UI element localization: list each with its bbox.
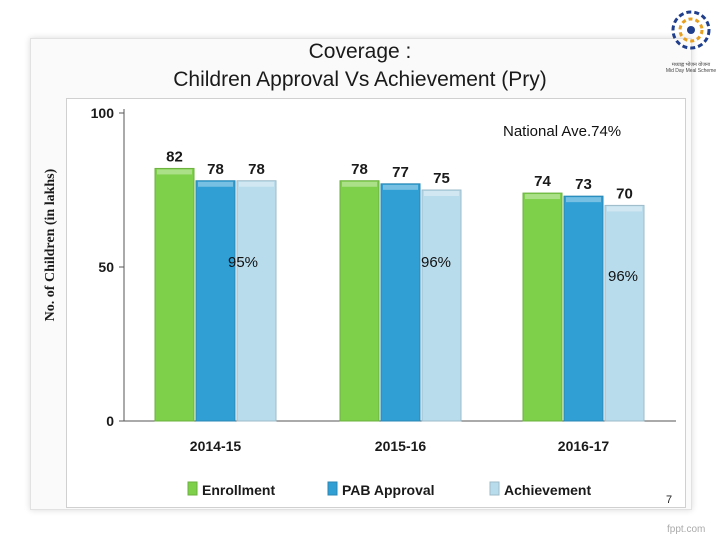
percent-label-2016-17: 96% [608, 268, 639, 285]
bar-highlight [525, 194, 560, 200]
legend-label: PAB Approval [342, 482, 435, 498]
logo-caption-english: Mid Day Meal Scheme [665, 68, 717, 74]
bar [195, 180, 236, 422]
bar-highlight [342, 181, 377, 187]
logo-caption-hindi: मध्याह्न भोजन योजना [671, 62, 711, 68]
legend-swatch [489, 481, 500, 496]
chart-title-line1: Coverage : [308, 40, 412, 63]
bar-highlight [566, 197, 601, 203]
y-tick-label: 100 [91, 105, 115, 121]
data-label: 73 [575, 176, 592, 193]
bar-highlight [424, 191, 459, 196]
data-label: 75 [433, 170, 450, 187]
bar [421, 189, 462, 422]
chart-title-line2: Children Approval Vs Achievement (Pry) [173, 68, 547, 91]
x-tick-label: 2014-15 [190, 438, 242, 454]
page-number: 7 [666, 494, 673, 506]
legend-swatch [327, 481, 338, 496]
percent-label-2015-16: 96% [421, 254, 452, 271]
data-label: 78 [207, 161, 224, 178]
data-label: 82 [166, 148, 183, 165]
bar [339, 180, 380, 422]
mid-day-meal-logo [671, 10, 711, 50]
bar [154, 167, 195, 422]
bar [604, 204, 645, 422]
bar-highlight [607, 206, 642, 212]
logo-caption: मध्याह्न भोजन योजना Mid Day Meal Scheme [664, 62, 718, 74]
bar [236, 180, 277, 422]
bar-highlight [198, 181, 233, 187]
legend-swatch [187, 481, 198, 496]
data-label: 78 [248, 161, 265, 178]
legend-label: Enrollment [202, 482, 275, 498]
bar [563, 195, 604, 422]
y-tick-label: 50 [98, 259, 114, 275]
bar [380, 183, 421, 422]
legend-label: Achievement [504, 482, 591, 498]
watermark: fppt.com [667, 524, 706, 535]
bar-highlight [383, 184, 418, 190]
data-label: 74 [534, 173, 551, 190]
bar-highlight [157, 169, 192, 175]
data-label: 70 [616, 185, 633, 202]
data-label: 77 [392, 164, 409, 181]
data-label: 78 [351, 161, 368, 178]
percent-label-2014-15: 95% [228, 254, 259, 271]
y-tick-label: 0 [106, 413, 114, 429]
bar-highlight [239, 181, 274, 187]
bar [522, 192, 563, 422]
national-average-annotation: National Ave.74% [503, 123, 622, 140]
x-tick-label: 2016-17 [558, 438, 610, 454]
x-tick-label: 2015-16 [375, 438, 427, 454]
